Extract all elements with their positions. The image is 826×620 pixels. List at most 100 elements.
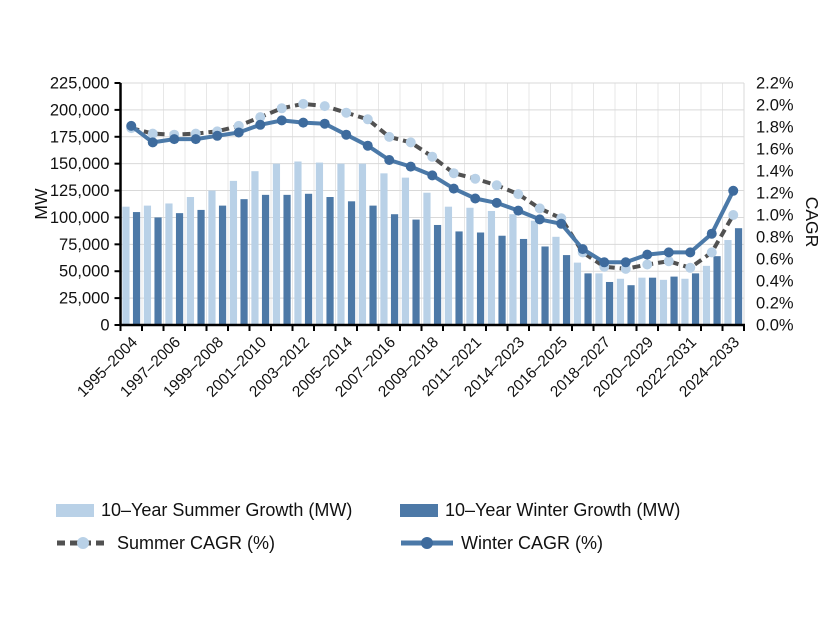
legend-label-winter-growth: 10–Year Winter Growth (MW): [445, 499, 681, 520]
summer-growth-bar: [401, 177, 410, 325]
summer-growth-bar: [573, 262, 582, 325]
right-axis-tick-label: 0.2%: [756, 295, 794, 313]
winter-cagr-line-swatch: [401, 537, 453, 549]
right-axis-tick-label: 2.0%: [756, 97, 794, 115]
winter-cagr-line-marker: [470, 193, 481, 204]
summer-cagr-line-marker: [362, 114, 373, 125]
winter-cagr-line-marker: [190, 134, 201, 145]
summer-growth-bar: [186, 197, 195, 325]
summer-growth-bar: [702, 265, 711, 325]
summer-growth-bar: [122, 206, 130, 325]
winter-growth-bar: [605, 281, 614, 325]
left-axis-tick-labels: 225,000 200,000 175,000 150,000 125,000 100,0…: [50, 75, 110, 335]
left-axis-tick-label: 0: [100, 317, 109, 335]
summer-growth-bar: [530, 220, 539, 325]
winter-cagr-line-marker: [276, 115, 287, 126]
summer-growth-bar: [552, 236, 560, 325]
legend-item-summer-growth: 10–Year Summer Growth (MW): [56, 497, 396, 523]
summer-growth-bar: [444, 206, 453, 325]
winter-cagr-line-marker: [169, 134, 180, 145]
legend-label-winter-cagr: Winter CAGR (%): [461, 532, 604, 553]
summer-growth-bar: [143, 205, 152, 325]
legend-item-winter-cagr: Winter CAGR (%): [400, 530, 796, 556]
summer-growth-bar: [294, 161, 302, 325]
combo-chart-plot: 225,000 200,000 175,000 150,000 125,000 100,0…: [31, 75, 822, 401]
summer-growth-bar: [165, 203, 173, 325]
winter-growth-bar: [240, 199, 248, 325]
summer-growth-bar: [616, 278, 625, 325]
left-axis-title: MW: [31, 188, 51, 220]
left-axis-tick-label: 150,000: [50, 155, 110, 173]
winter-growth-bar: [498, 235, 506, 325]
summer-growth-bar: [487, 210, 496, 325]
winter-cagr-line-marker: [147, 137, 158, 148]
summer-growth-bar: [315, 162, 324, 325]
winter-growth-bar: [197, 209, 205, 325]
winter-growth-bar: [390, 214, 399, 325]
winter-cagr-line-marker: [556, 218, 567, 229]
winter-growth-bar: [218, 205, 227, 325]
winter-cagr-line-marker: [319, 118, 330, 129]
legend-label-summer-cagr: Summer CAGR (%): [117, 532, 276, 553]
left-axis-tick-label: 50,000: [59, 263, 109, 281]
legend-item-winter-growth: 10–Year Winter Growth (MW): [400, 497, 796, 523]
summer-growth-bar: [681, 278, 689, 325]
winter-cagr-line-marker: [577, 244, 588, 255]
left-axis-tick-label: 225,000: [50, 75, 110, 93]
winter-cagr-line-marker: [384, 155, 395, 165]
winter-growth-bar: [713, 256, 721, 325]
winter-cagr-line-marker: [362, 140, 373, 151]
right-axis-tick-label: 1.6%: [756, 141, 794, 159]
summer-cagr-line-marker: [147, 128, 158, 139]
winter-growth-bar: [326, 197, 334, 325]
x-axis-tick-labels: 1995–20041997–20061999–20082001–20102003…: [74, 334, 743, 401]
summer-cagr-line-marker: [470, 173, 481, 184]
summer-cagr-line-marker: [319, 101, 330, 112]
summer-cagr-line-marker: [534, 203, 545, 214]
winter-cagr-line-marker: [491, 197, 502, 208]
winter-growth-bar: [369, 205, 377, 325]
left-axis-tick-label: 125,000: [50, 182, 110, 200]
winter-cagr-line-marker: [212, 130, 223, 141]
right-axis-title: CAGR: [802, 197, 822, 248]
summer-growth-bar: [595, 273, 603, 325]
summer-cagr-line-marker: [384, 131, 395, 142]
winter-cagr-line-marker: [298, 117, 309, 128]
summer-cagr-line-marker: [706, 247, 717, 258]
summer-growth-bar: [466, 207, 474, 325]
winter-growth-bar-swatch: [400, 503, 438, 517]
winter-growth-bar: [519, 238, 528, 325]
summer-growth-bar: [638, 277, 646, 325]
winter-cagr-line-marker: [728, 185, 739, 196]
winter-cagr-line-marker: [534, 214, 545, 225]
right-axis-tick-label: 1.0%: [756, 207, 794, 225]
summer-cagr-line-marker: [728, 210, 739, 220]
winter-growth-bar: [584, 273, 592, 325]
legend-label-summer-growth: 10–Year Summer Growth (MW): [101, 499, 353, 520]
winter-cagr-line-marker: [599, 257, 610, 268]
winter-cagr-line-marker: [513, 205, 524, 216]
winter-growth-bar: [412, 219, 420, 325]
summer-growth-bar: [208, 190, 216, 325]
summer-growth-bar-swatch: [56, 503, 94, 517]
winter-cagr-line-marker: [405, 161, 416, 172]
vertical-gridlines: [141, 83, 723, 325]
right-axis-tick-label: 1.4%: [756, 163, 794, 181]
summer-cagr-line-marker: [255, 112, 266, 123]
summer-cagr-line-marker: [341, 107, 352, 118]
summer-cagr-line: [126, 98, 739, 274]
winter-cagr-line-marker: [663, 247, 674, 258]
left-axis-tick-label: 75,000: [59, 236, 109, 254]
axes: [114, 82, 745, 331]
winter-cagr-line-marker: [233, 127, 244, 138]
summer-growth-bar: [724, 240, 732, 325]
winter-growth-bar: [670, 276, 678, 325]
winter-growth-bar: [347, 201, 356, 325]
right-axis-tick-label: 0.4%: [756, 273, 794, 291]
left-axis-tick-label: 25,000: [59, 290, 109, 308]
summer-cagr-line-marker: [298, 98, 309, 109]
winter-cagr-line-marker: [341, 129, 352, 140]
winter-cagr-line-marker: [620, 257, 631, 268]
summer-cagr-line-marker: [448, 168, 459, 179]
winter-growth-bar: [627, 285, 635, 325]
